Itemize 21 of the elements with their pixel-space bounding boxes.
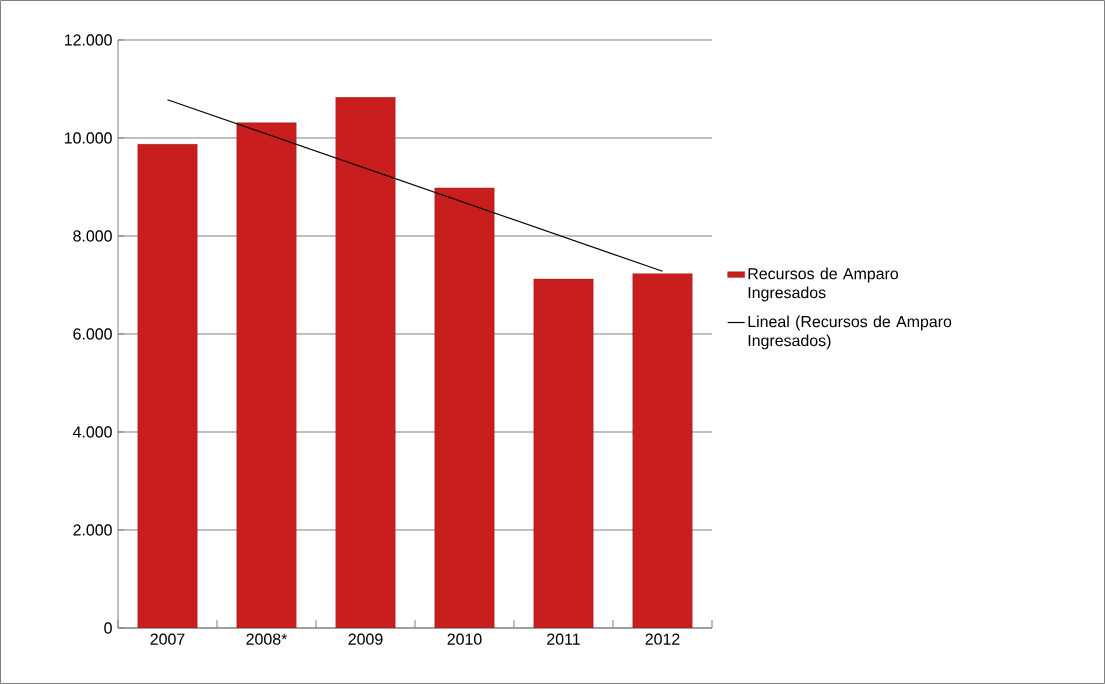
x-tick-label: 2009 xyxy=(348,633,383,645)
y-tick-label: 12.000 xyxy=(64,34,112,46)
bar xyxy=(434,187,495,628)
bar xyxy=(533,278,594,628)
x-tick-label: 2012 xyxy=(645,633,680,645)
y-tick-label: 2.000 xyxy=(73,524,112,536)
y-tick-label: 4.000 xyxy=(72,426,112,438)
y-tick-label: 8.000 xyxy=(73,230,112,242)
y-tick-label: 10.000 xyxy=(64,132,112,144)
y-tick-label: 6.000 xyxy=(73,328,112,340)
bar xyxy=(335,97,396,628)
bar xyxy=(137,144,198,628)
x-tick-label: 2010 xyxy=(447,633,482,645)
x-tick-label: 2007 xyxy=(150,633,185,645)
bar xyxy=(632,273,693,628)
legend-label: Recursos de Amparo Ingresados xyxy=(748,267,899,302)
x-tick-label: 2011 xyxy=(547,633,580,645)
legend-label: Lineal (Recursos de Amparo Ingresados) xyxy=(748,315,952,350)
y-tick-label: 0 xyxy=(104,622,112,634)
x-tick-label: 2008* xyxy=(246,633,288,645)
bar xyxy=(236,122,297,628)
